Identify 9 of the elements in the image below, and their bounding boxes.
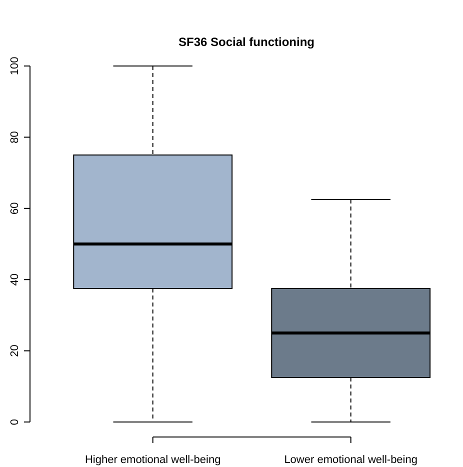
y-tick-label: 0 [9, 418, 21, 426]
chart-title: SF36 Social functioning [178, 35, 315, 49]
y-tick-label: 40 [9, 273, 21, 286]
y-tick-label: 100 [9, 56, 21, 76]
x-tick-label: Higher emotional well-being [84, 454, 221, 466]
x-tick-label: Lower emotional well-being [284, 454, 418, 466]
y-tick-label: 20 [9, 344, 21, 357]
y-tick-label: 60 [9, 202, 21, 215]
y-tick-label: 80 [9, 131, 21, 144]
